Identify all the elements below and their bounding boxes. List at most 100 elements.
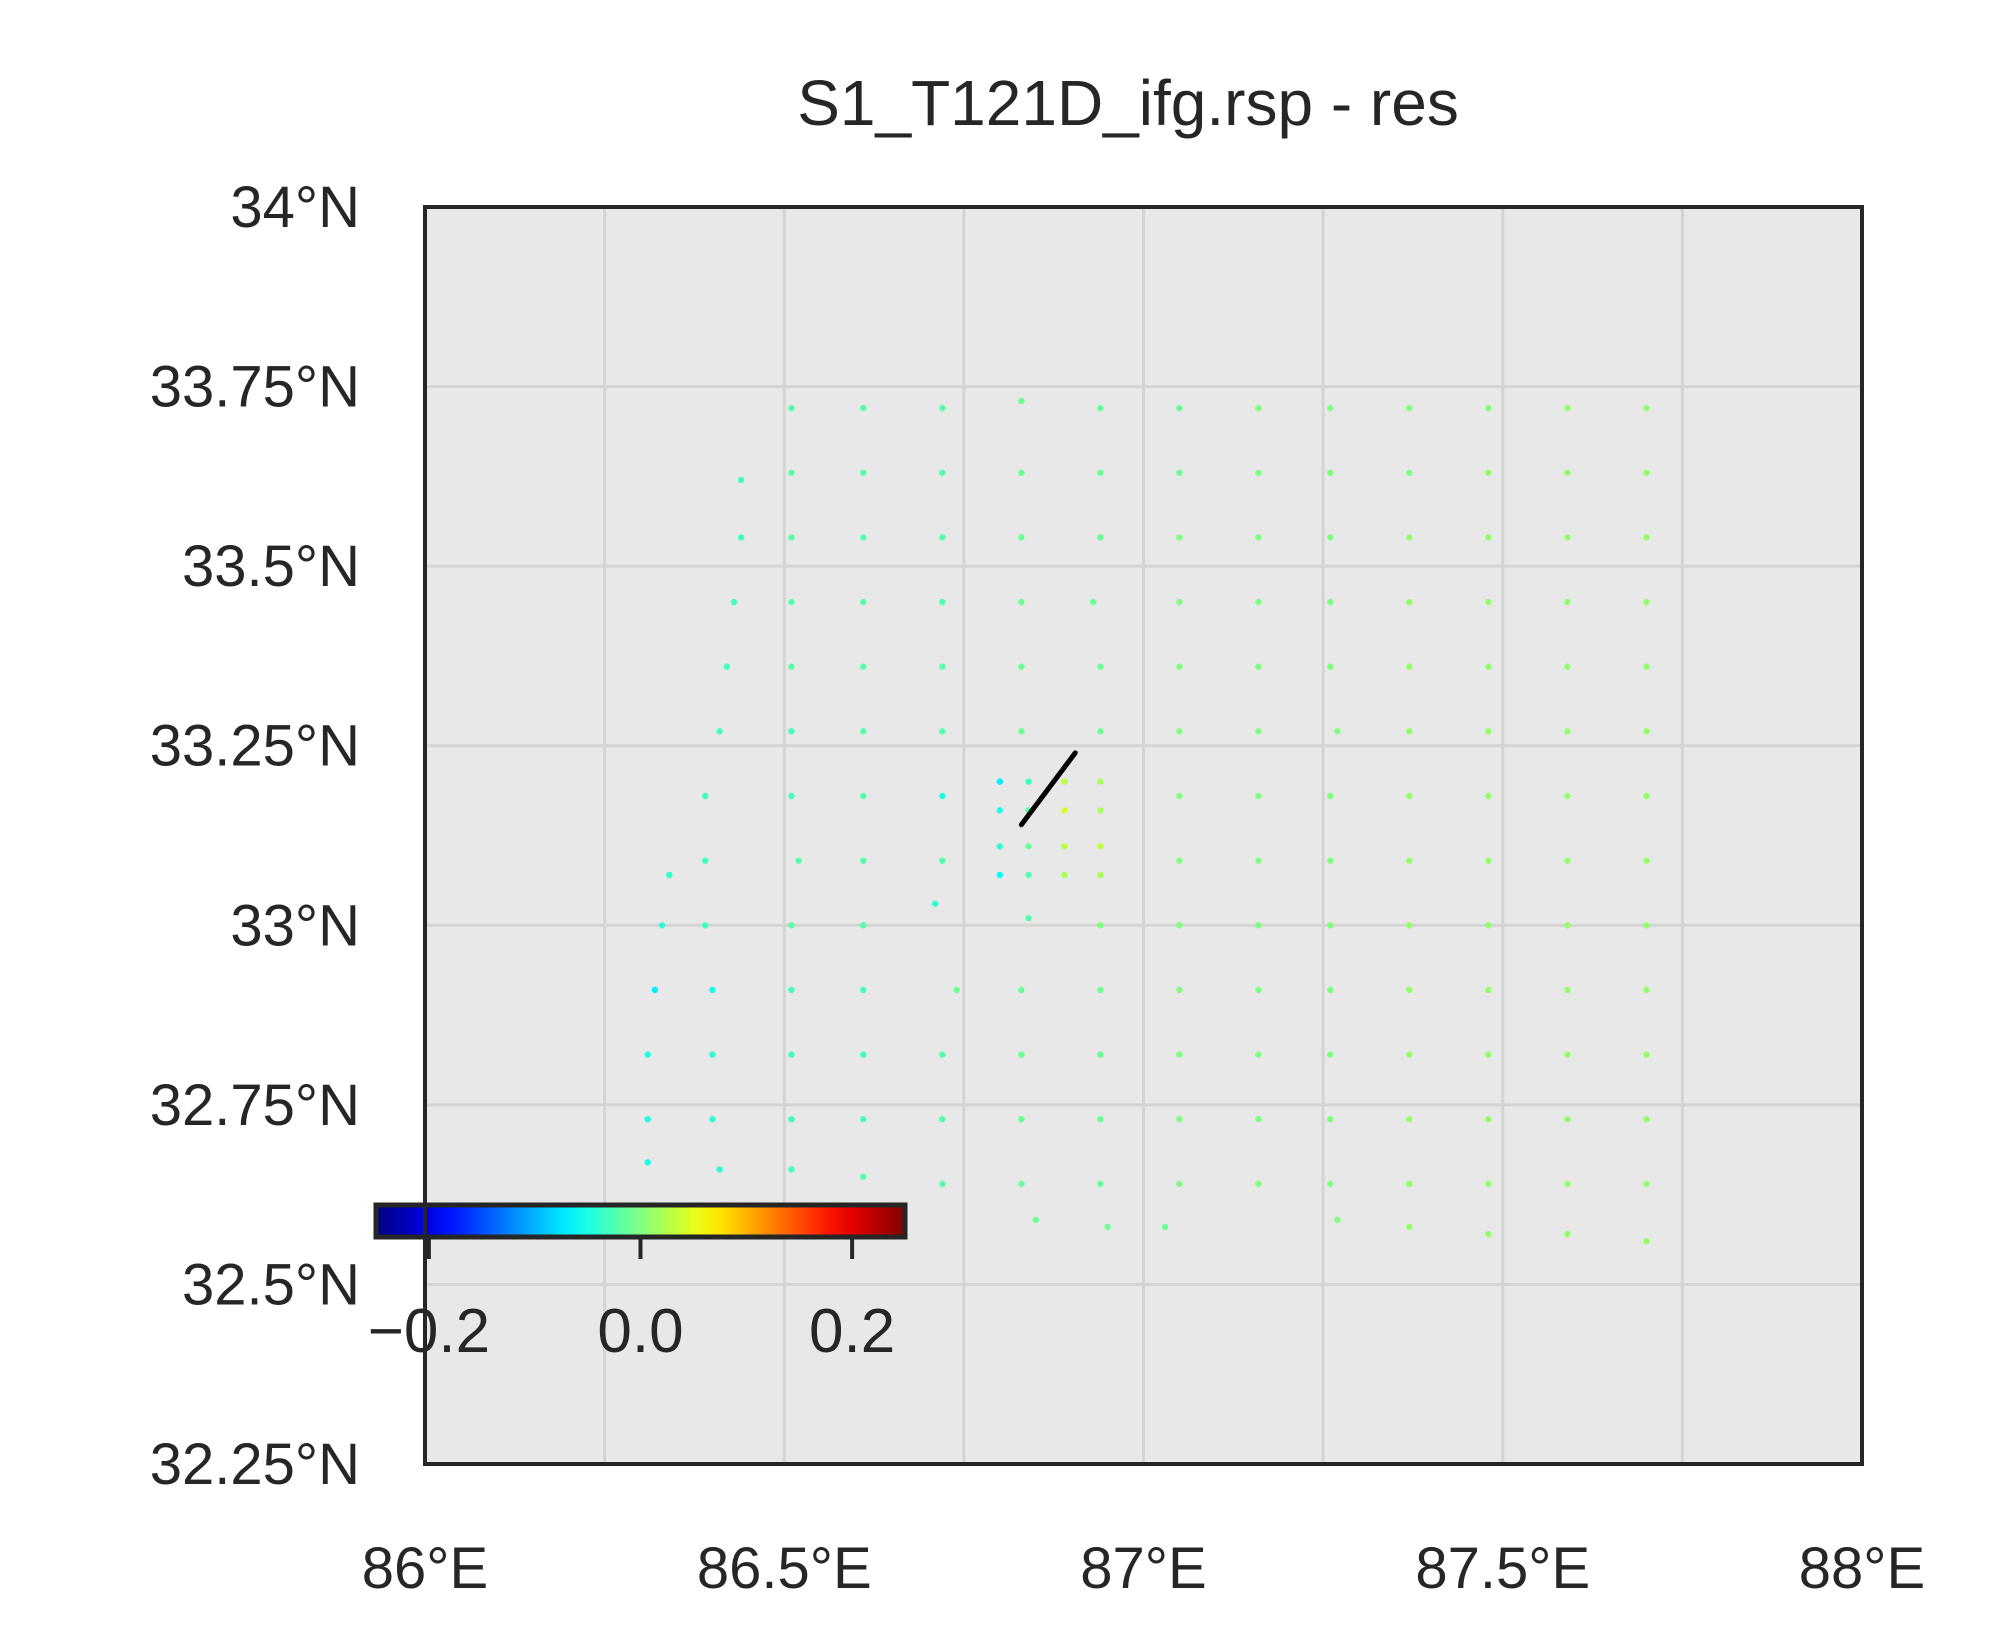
data-point [1176,986,1183,994]
data-point [1643,404,1650,412]
plot-frame [423,205,1864,1466]
data-point [1406,598,1413,606]
data-point [1018,469,1025,476]
y-tick-label: 33.75°N [150,355,360,420]
data-point [666,871,673,879]
data-point [1406,1051,1413,1058]
data-point [1018,598,1025,606]
data-point [860,534,867,541]
data-point [1643,922,1650,929]
data-point [1255,857,1262,864]
data-point [1097,778,1104,785]
data-point [709,1051,716,1058]
data-point [1255,1180,1262,1188]
data-point [1327,1051,1334,1058]
data-point [1255,469,1262,476]
data-point [1485,404,1492,412]
data-point [1327,404,1334,412]
data-point [709,1116,716,1123]
data-point [1564,469,1571,476]
data-point [1564,1230,1571,1238]
data-point [1025,843,1032,850]
x-tick-label: 87.5°E [1415,1536,1590,1601]
data-point [939,1116,946,1123]
data-point [1097,1051,1104,1058]
colorbar-tick-label: 0.0 [597,1297,683,1366]
data-point [1406,534,1413,541]
x-tick-label: 88°E [1799,1536,1925,1601]
data-point [1255,663,1262,670]
colorbar: −0.2 0.0 0.2 [368,1202,908,1366]
data-point [1176,728,1183,735]
data-point [1097,843,1104,850]
data-point [1406,728,1413,735]
data-point [1097,534,1104,541]
data-point [716,1166,723,1173]
data-point [1564,663,1571,670]
data-point [1061,807,1068,814]
data-point [860,857,867,864]
data-point [1406,1116,1413,1123]
data-point [1161,1223,1169,1231]
data-point [1327,663,1334,670]
y-tick-label: 33°N [230,893,360,958]
data-point [996,843,1003,850]
chart-title: S1_T121D_ifg.rsp - res [797,67,1459,139]
data-point [1176,598,1183,606]
data-point [1485,598,1492,606]
data-point [702,922,709,929]
data-point [1104,1223,1111,1231]
y-tick-label: 34°N [230,175,360,240]
data-point [1643,1116,1650,1123]
data-point [860,1051,867,1058]
colorbar-tick-label: −0.2 [368,1297,490,1366]
data-point [788,728,795,735]
data-point [1097,469,1104,476]
grid [425,207,1862,1464]
data-point [860,986,867,994]
data-point [1032,1216,1039,1223]
data-point [939,534,946,541]
data-point [1334,1216,1341,1223]
data-point [702,857,709,864]
data-point [1327,857,1334,864]
data-point [1018,397,1025,405]
data-point [788,598,795,606]
plot-area: −0.2 0.0 0.2 [368,205,1864,1466]
data-point [939,404,946,412]
data-point [996,871,1003,879]
data-point [1643,792,1650,800]
x-tick-label: 86°E [362,1536,488,1601]
data-point [788,534,795,541]
data-point [1018,1180,1025,1188]
data-point [1564,857,1571,864]
data-point [1090,598,1097,606]
data-point [1564,1116,1571,1123]
data-point [939,728,946,735]
data-point [860,1173,867,1180]
data-point [860,1116,867,1123]
data-point [1327,792,1334,800]
data-point [1176,857,1183,864]
data-point [788,1051,795,1058]
data-point [860,663,867,670]
data-point [1176,922,1183,929]
data-point [1485,663,1492,670]
data-point [1643,1238,1650,1245]
y-axis-ticks: 32.25°N 32.5°N 32.75°N 33°N 33.25°N 33.5°N 33.… [150,175,360,1497]
data-point [1406,663,1413,670]
data-point [788,469,795,476]
data-point [1255,534,1262,541]
x-tick-label: 86.5°E [697,1536,872,1601]
data-point [1485,857,1492,864]
data-point [996,807,1003,814]
data-point [788,792,795,800]
data-point [1564,792,1571,800]
data-point [1643,986,1650,994]
data-point [1327,986,1334,994]
y-tick-label: 33.25°N [150,714,360,779]
data-point [644,1159,651,1166]
data-point [1097,1180,1104,1188]
data-point [1327,598,1334,606]
